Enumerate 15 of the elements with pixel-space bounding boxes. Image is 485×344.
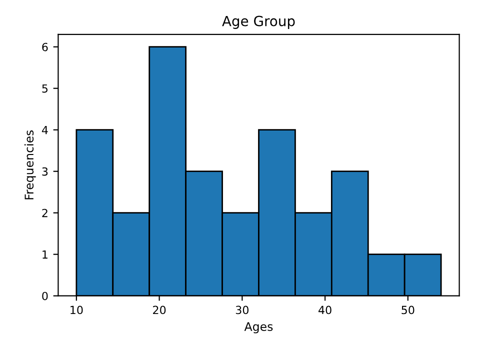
y-axis-title: Frequencies [24, 130, 36, 200]
x-tick-label: 10 [70, 306, 83, 314]
y-tick-label: 1 [42, 250, 48, 259]
chart-title: Age Group [222, 16, 295, 29]
x-tick-label: 50 [402, 306, 414, 314]
x-tick-label: 20 [153, 306, 166, 314]
x-tick-label: 30 [236, 306, 249, 314]
y-tick-label: 3 [42, 167, 48, 176]
x-tick-label: 40 [318, 306, 332, 314]
x-axis-title: Ages [244, 322, 273, 334]
y-tick-label: 4 [42, 126, 48, 134]
y-tick-label: 5 [42, 84, 48, 93]
y-tick-label: 2 [42, 208, 48, 218]
y-tick-label: 0 [42, 292, 48, 300]
y-tick-label: 6 [42, 42, 48, 52]
